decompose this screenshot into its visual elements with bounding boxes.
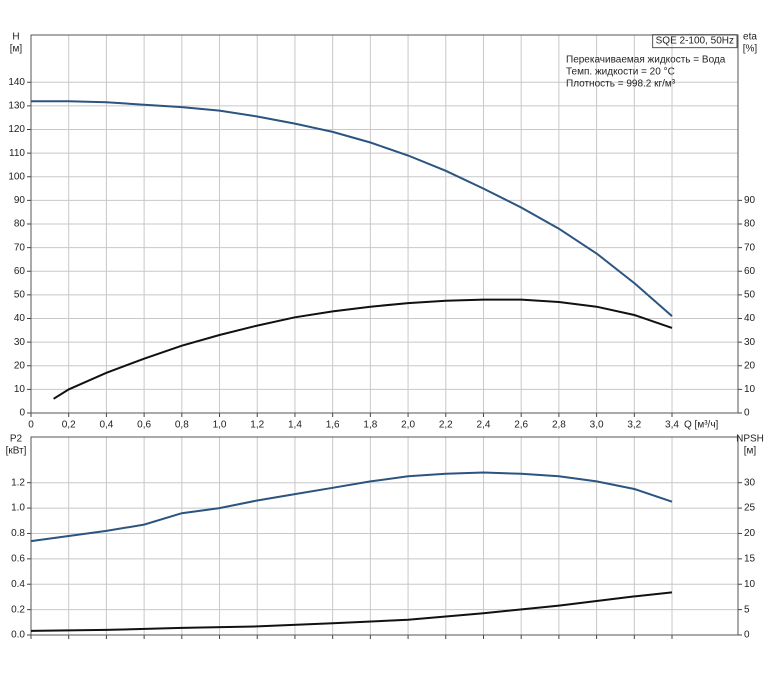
y2-tick-label: 15 [744,553,756,564]
y-tick-label: 40 [14,313,26,324]
y2-tick-label: 0 [744,630,750,641]
x-tick-label: 2,8 [552,420,566,431]
y-tick-label: 20 [14,360,26,371]
y-axis-name: H [12,32,19,43]
y2-tick-label: 20 [744,528,756,539]
y-tick-label: 130 [8,101,25,112]
y2-tick-label: 5 [744,604,750,615]
y-tick-label: 30 [14,337,26,348]
y2-axis-name: eta [743,32,757,43]
series-line [30,591,673,632]
y-axis-unit: [м] [10,44,23,55]
y-tick-label: 0.6 [11,553,25,564]
y2-tick-label: 20 [744,360,756,371]
x-tick-label: 1,6 [326,420,340,431]
x-tick-label: 0,6 [137,420,151,431]
x-tick-label: 3,2 [627,420,641,431]
y-tick-label: 10 [14,384,26,395]
plot-frame [30,34,739,414]
x-axis-label: Q [м³/ч] [684,420,719,431]
x-tick-label: 1,8 [363,420,377,431]
x-tick-label: 0 [28,420,34,431]
y2-tick-label: 30 [744,477,756,488]
y2-tick-label: 0 [744,408,750,419]
series-line [31,100,673,317]
y-tick-label: 0.2 [11,604,25,615]
x-tick-label: 2,4 [477,420,491,431]
annotation: Плотность = 998.2 кг/м³ [566,79,676,90]
y2-tick-label: 10 [744,579,756,590]
y2-tick-label: 70 [744,242,756,253]
y-axis-name: P2 [10,434,23,445]
y-tick-label: 120 [8,124,25,135]
y-tick-label: 0 [19,408,25,419]
y-tick-label: 1.2 [11,477,25,488]
y-tick-label: 80 [14,219,26,230]
y2-tick-label: 90 [744,195,756,206]
y-axis-unit: [кВт] [6,446,27,457]
title-box [652,34,738,49]
y2-axis-unit: [м] [744,446,757,457]
x-tick-label: 0,4 [99,420,113,431]
x-tick-label: 1,0 [213,420,227,431]
y-tick-label: 90 [14,195,26,206]
x-tick-label: 3,4 [665,420,679,431]
y2-tick-label: 10 [744,384,756,395]
y-tick-label: 140 [8,77,25,88]
y-tick-label: 70 [14,242,26,253]
x-tick-label: 0,2 [62,420,76,431]
plot-frame [30,436,739,636]
series-line [53,298,673,400]
x-tick-label: 2,6 [514,420,528,431]
y2-tick-label: 80 [744,219,756,230]
x-tick-label: 0,8 [175,420,189,431]
x-tick-label: 1,4 [288,420,302,431]
y2-tick-label: 60 [744,266,756,277]
y2-tick-label: 30 [744,337,756,348]
chart-title: SQE 2-100, 50Hz [656,36,734,47]
y2-axis-name: NPSH [736,434,764,445]
y2-tick-label: 40 [744,313,756,324]
y2-tick-label: 50 [744,290,756,301]
x-tick-label: 2,2 [439,420,453,431]
y-tick-label: 110 [9,148,25,159]
y-tick-label: 0.4 [11,579,25,590]
y-tick-label: 1.0 [11,503,25,514]
y-tick-label: 0.8 [11,528,25,539]
annotation: Темп. жидкости = 20 °C [566,67,675,78]
x-tick-label: 2,0 [401,420,415,431]
annotation: Перекачиваемая жидкость = Вода [566,55,726,66]
y2-axis-unit: [%] [743,44,758,55]
y-tick-label: 0.0 [11,630,25,641]
x-tick-label: 3,0 [590,420,604,431]
x-tick-label: 1,2 [250,420,264,431]
y-tick-label: 50 [14,290,26,301]
series-line [30,471,673,543]
y2-tick-label: 25 [744,503,756,514]
y-tick-label: 60 [14,266,26,277]
y-tick-label: 100 [8,171,25,182]
